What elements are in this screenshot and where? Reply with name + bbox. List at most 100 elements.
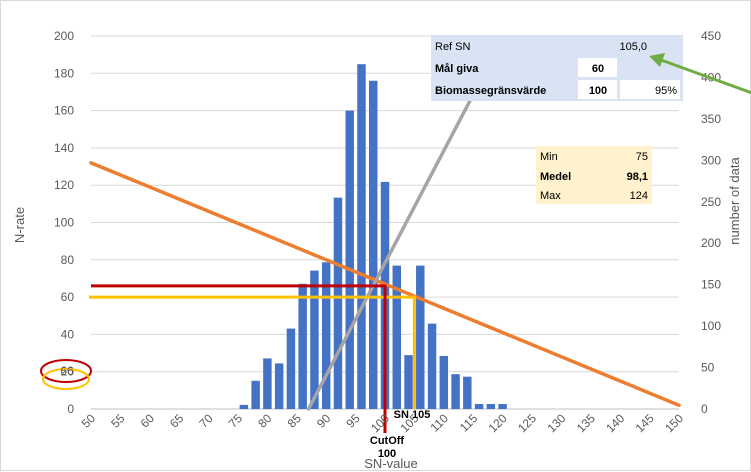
x-tick: 140 [603,411,627,435]
x-axis-title: SN-value [364,456,417,471]
bar [251,380,260,409]
biomass-label: Biomassegränsvärde [435,85,546,97]
y-axis-right-title: number of data [727,157,742,245]
yellow-reference-line [91,295,416,409]
x-tick: 60 [138,411,158,431]
mal-giva-value: 60 [592,63,604,75]
bar [333,197,343,409]
stats-max-label: Max [540,190,561,202]
bar [451,374,460,409]
bar [321,262,331,409]
stats-table: Min 75 Medel 98,1 Max 124 [536,146,652,204]
bar-series [239,64,507,409]
annotations: 66 SN 105 CutOff 100 [40,359,431,460]
red-reference-line [91,284,387,433]
y-tick-right: 350 [701,112,721,126]
arrow-head [649,53,665,67]
bar [310,270,319,409]
y-tick-right: 300 [701,153,721,167]
x-tick: 135 [574,411,598,435]
bar [369,80,378,409]
arrow-shaft [660,58,751,95]
x-tick: 150 [662,411,686,435]
bar [298,283,307,409]
stats-min-value: 75 [636,151,648,163]
y-tick-right: 200 [701,236,721,250]
bar [416,265,425,409]
bar [463,376,472,409]
mal-giva-cell [578,58,617,77]
cutoff-value: 100 [378,448,396,460]
x-tick: 95 [343,411,363,431]
y-tick-right: 250 [701,195,721,209]
y-tick-left: 0 [67,402,74,416]
y-tick-left: 200 [54,29,74,43]
y-tick-left: 120 [54,178,74,192]
cutoff-label: CutOff [370,435,405,447]
bar [286,328,296,409]
y-tick-left: 100 [54,216,74,230]
x-tick: 50 [79,411,99,431]
bar [263,358,272,409]
x-tick: 115 [457,411,481,435]
stats-mean-label: Medel [540,171,571,183]
ref-sn-label: Ref SN [435,41,471,53]
bar [427,323,437,409]
y-axis-left-title: N-rate [12,207,27,243]
bar [239,404,249,409]
orange-trend-line [89,161,681,408]
bar [404,355,413,409]
bar [274,363,284,409]
x-tick: 110 [427,411,451,435]
x-tick: 120 [486,411,510,435]
y-tick-right: 450 [701,29,721,43]
red-label: 66 [60,364,74,378]
x-tick: 100 [368,411,392,435]
y-tick-right: 50 [701,361,715,375]
y-tick-right: 150 [701,278,721,292]
stats-min-label: Min [540,151,558,163]
x-tick: 65 [167,411,187,431]
stats-max-value: 124 [630,190,648,202]
sn-label: SN 105 [394,409,431,421]
biomass-pct-cell [620,80,680,99]
stats-mean-value: 98,1 [627,171,648,183]
stats-table-bg [536,146,652,204]
x-tick: 75 [226,411,246,431]
red-ellipse [40,359,92,383]
y-tick-left: 80 [61,253,75,267]
biomass-cell [578,80,617,99]
ref-sn-value: 105,0 [619,41,647,53]
y-tick-left: 40 [61,327,75,341]
x-tick: 130 [544,411,568,435]
x-tick: 145 [633,411,657,435]
bar [345,110,354,409]
x-tick: 85 [285,411,305,431]
bar [357,64,366,409]
x-tick: 70 [196,411,216,431]
line-series [89,59,681,411]
ref-sn-table: Ref SN 105,0 Mål giva 60 Biomassegränsvä… [431,35,683,101]
y-tick-left: 160 [54,104,74,118]
y-tick-left: 140 [54,141,74,155]
x-axis: 50 55 60 65 70 75 80 85 90 95 100 105 110 115 120 125 13… [79,411,687,435]
gray-trend-line [306,59,493,411]
y-axis-right: 050100150200250300350400450 [701,29,721,416]
y-tick-left: 60 [61,290,75,304]
x-tick: 55 [108,411,128,431]
x-tick: 80 [255,411,275,431]
bar [486,404,496,409]
y-tick-right: 100 [701,319,721,333]
mal-giva-label: Mål giva [435,63,479,75]
biomass-percent: 95% [655,85,677,97]
bar [498,404,507,409]
x-tick: 90 [314,411,334,431]
yellow-ellipse [42,368,90,390]
bar [392,265,401,409]
biomass-value: 100 [589,85,607,97]
y-tick-left: 180 [54,66,74,80]
reference-lines [89,284,416,433]
